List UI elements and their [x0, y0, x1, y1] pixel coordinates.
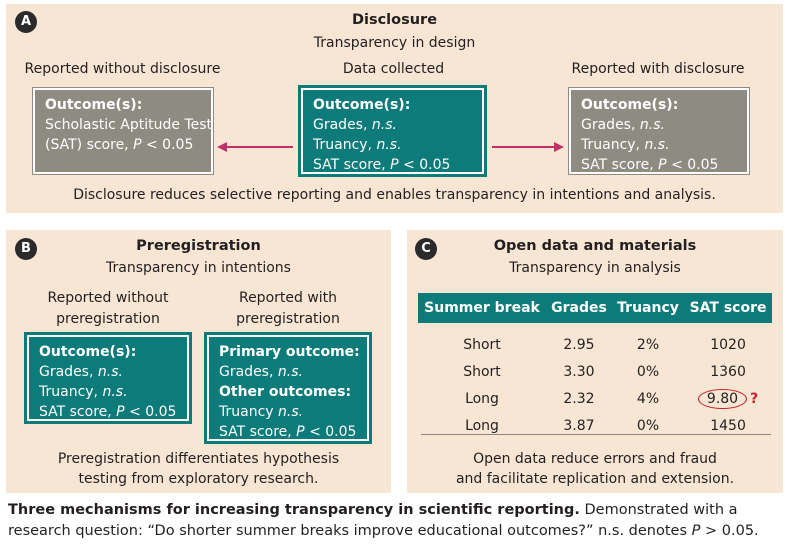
table-row: Long 3.87 0% 1450 — [418, 412, 772, 439]
table-cell: 4% — [636, 390, 660, 407]
panel-open-data: C Open data and materials Transparency i… — [407, 230, 783, 493]
table-cell: Long — [465, 390, 499, 407]
label-with-preregistration: Reported with preregistration — [236, 290, 340, 327]
column-header: SAT score — [684, 293, 772, 323]
caption-p: P — [691, 523, 701, 539]
caption-title: Three mechanisms for increasing transpar… — [8, 502, 580, 518]
panel-subtitle: Transparency in analysis — [509, 260, 681, 276]
panel-footer: Open data reduce errors and fraud and fa… — [455, 451, 735, 487]
box-line: Grades, n.s. — [313, 117, 397, 133]
panel-disclosure: A Disclosure Transparency in design Repo… — [6, 4, 783, 213]
label-with-disclosure: Reported with disclosure — [571, 61, 745, 77]
box-line: SAT score, P < 0.05 — [313, 157, 451, 173]
panel-badge: A — [15, 11, 37, 33]
box-with-disclosure: Outcome(s): Grades, n.s. Truancy, n.s. S… — [568, 87, 750, 175]
table-cell: 3.30 — [563, 363, 595, 380]
panel-subtitle: Transparency in intentions — [106, 260, 291, 276]
box-line: Truancy, n.s. — [313, 137, 402, 153]
label-without-preregistration: Reported without preregistration — [47, 290, 169, 327]
box-heading: Outcome(s): — [581, 97, 679, 113]
table-cell: 2.95 — [563, 336, 595, 353]
table-cell: Short — [463, 363, 501, 380]
error-circle: 9.80 — [697, 388, 748, 409]
box-line: Truancy, n.s. — [581, 137, 670, 153]
panel-title: Open data and materials — [493, 238, 697, 254]
table-cell: 1360 — [710, 363, 746, 380]
data-table: Summer break Grades Truancy SAT score Sh… — [418, 293, 772, 439]
box-data-collected: Outcome(s): Grades, n.s. Truancy, n.s. S… — [298, 85, 487, 177]
panel-badge: C — [415, 238, 437, 260]
box-heading: Outcome(s): — [45, 97, 143, 113]
figure-caption: Three mechanisms for increasing transpar… — [8, 500, 798, 542]
table-cell: 0% — [636, 363, 660, 380]
table-row: Short 2.95 2% 1020 — [418, 331, 772, 358]
box-heading: Outcome(s): — [39, 344, 137, 360]
box-line: Truancy n.s. — [219, 404, 304, 420]
table-cell: Short — [463, 336, 501, 353]
box-heading: Primary outcome: — [219, 344, 360, 360]
table-header-row: Summer break Grades Truancy SAT score — [418, 293, 772, 323]
panel-title: Disclosure — [351, 12, 438, 28]
table-bottom-rule — [421, 434, 771, 435]
table-row: Short 3.30 0% 1360 — [418, 358, 772, 385]
arrow-right-icon — [492, 142, 564, 152]
box-line: Grades, n.s. — [219, 364, 303, 380]
caption-text: Demonstrated with a research question: “… — [8, 502, 738, 539]
label-without-disclosure: Reported without disclosure — [24, 61, 221, 77]
box-line: SAT score, P < 0.05 — [219, 424, 357, 440]
table-cell: 2% — [636, 336, 660, 353]
box-heading: Outcome(s): — [313, 97, 411, 113]
box-line: SAT score, P < 0.05 — [581, 157, 719, 173]
box-with-preregistration: Primary outcome: Grades, n.s. Other outc… — [204, 332, 372, 444]
table-cell: 2.32 — [563, 390, 595, 407]
box-line: Scholastic Aptitude Test — [45, 117, 213, 133]
table-cell: 0% — [636, 417, 660, 434]
box-line: Truancy, n.s. — [39, 384, 128, 400]
column-header: Summer break — [418, 293, 547, 323]
table-cell: Long — [465, 417, 499, 434]
panel-footer: Disclosure reduces selective reporting a… — [73, 187, 716, 203]
box-without-disclosure: Outcome(s): Scholastic Aptitude Test (SA… — [32, 87, 214, 175]
table-cell: 1020 — [710, 336, 746, 353]
table-row: Long 2.32 4% 9.80? — [418, 385, 772, 412]
panel-subtitle: Transparency in design — [313, 35, 476, 51]
column-header: Grades — [546, 293, 612, 323]
box-line: (SAT) score, P < 0.05 — [45, 137, 194, 153]
caption-text-end: > 0.05. — [700, 523, 759, 539]
box-line: Grades, n.s. — [581, 117, 665, 133]
box-without-preregistration: Outcome(s): Grades, n.s. Truancy, n.s. S… — [24, 332, 192, 424]
table-cell: 1450 — [710, 417, 746, 434]
panel-badge: B — [15, 238, 37, 260]
column-header: Truancy — [611, 293, 685, 323]
box-line: Grades, n.s. — [39, 364, 123, 380]
table-cell-flagged: 9.80? — [684, 385, 772, 412]
panel-preregistration: B Preregistration Transparency in intent… — [6, 230, 391, 493]
box-heading: Other outcomes: — [219, 384, 352, 400]
question-mark-icon: ? — [750, 390, 759, 407]
box-line: SAT score, P < 0.05 — [39, 404, 177, 420]
panel-footer: Preregistration differentiates hypothesi… — [57, 451, 340, 487]
table-cell: 3.87 — [563, 417, 595, 434]
arrow-left-icon — [217, 142, 293, 152]
panel-title: Preregistration — [136, 238, 261, 254]
label-data-collected: Data collected — [342, 61, 445, 77]
